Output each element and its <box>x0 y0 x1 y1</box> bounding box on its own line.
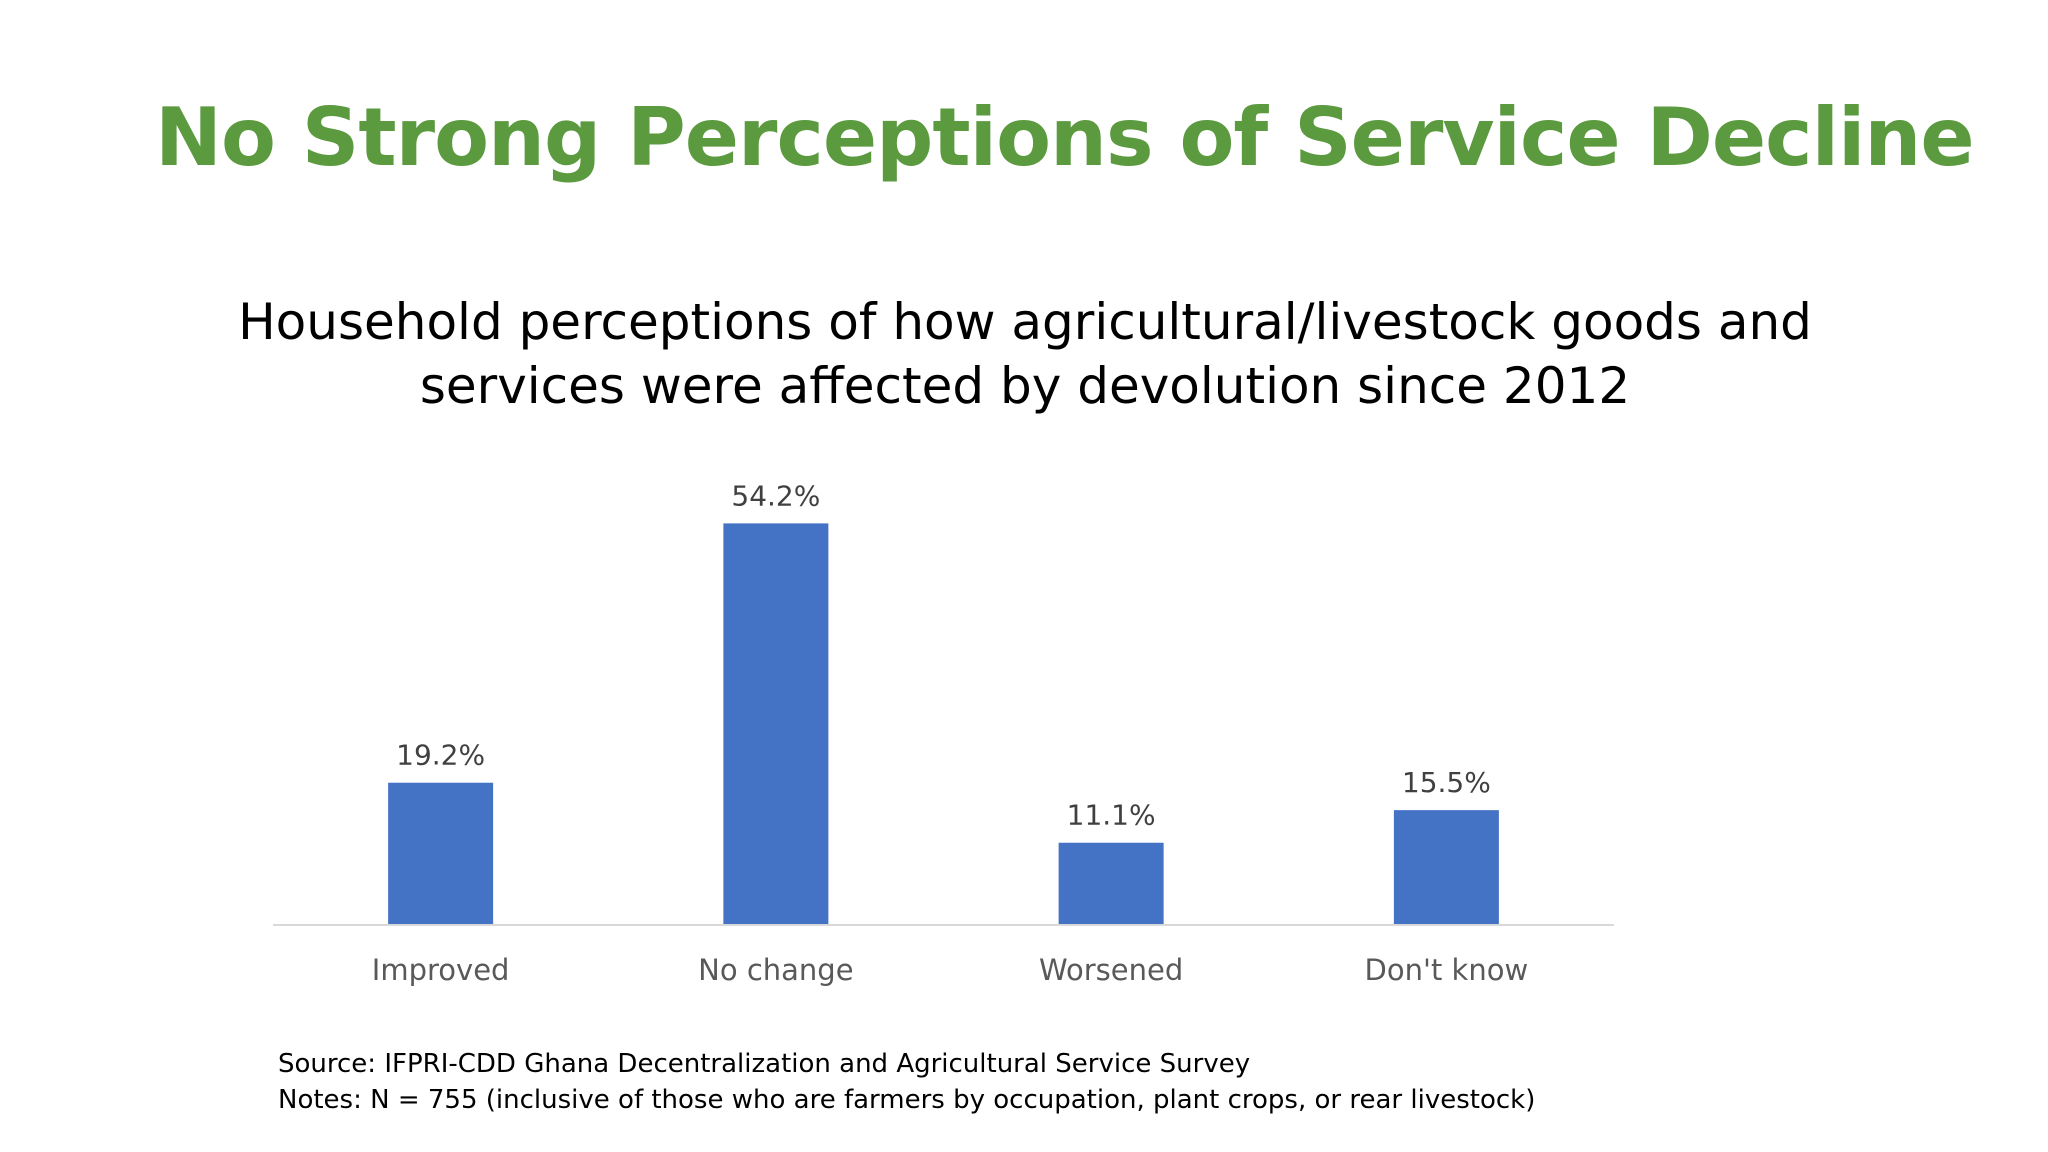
bar-worsened <box>1058 842 1164 925</box>
category-label: Don't know <box>1365 953 1529 987</box>
bar-don-t-know <box>1393 810 1499 925</box>
bar-no-change <box>723 523 829 925</box>
category-label: Improved <box>372 953 510 987</box>
data-label: 11.1% <box>1067 799 1156 832</box>
notes-note: Notes: N = 755 (inclusive of those who a… <box>278 1085 1536 1115</box>
source-note: Source: IFPRI-CDD Ghana Decentralization… <box>278 1049 1251 1079</box>
chart-title-line-2: services were affected by devolution sin… <box>419 357 1631 415</box>
slide-title: No Strong Perceptions of Service Decline <box>155 91 1975 184</box>
chart-title-line-1: Household perceptions of how agricultura… <box>238 293 1812 351</box>
data-label: 19.2% <box>396 739 485 772</box>
category-labels-group: Improved No change Worsened Don't know <box>372 953 1528 987</box>
data-label: 54.2% <box>731 479 820 512</box>
category-label: No change <box>698 953 853 987</box>
data-label: 15.5% <box>1402 766 1491 799</box>
bar-improved <box>388 782 494 925</box>
bars-group <box>388 523 1499 925</box>
data-labels-group: 19.2% 54.2% 11.1% 15.5% <box>396 479 1491 831</box>
category-label: Worsened <box>1039 953 1183 987</box>
